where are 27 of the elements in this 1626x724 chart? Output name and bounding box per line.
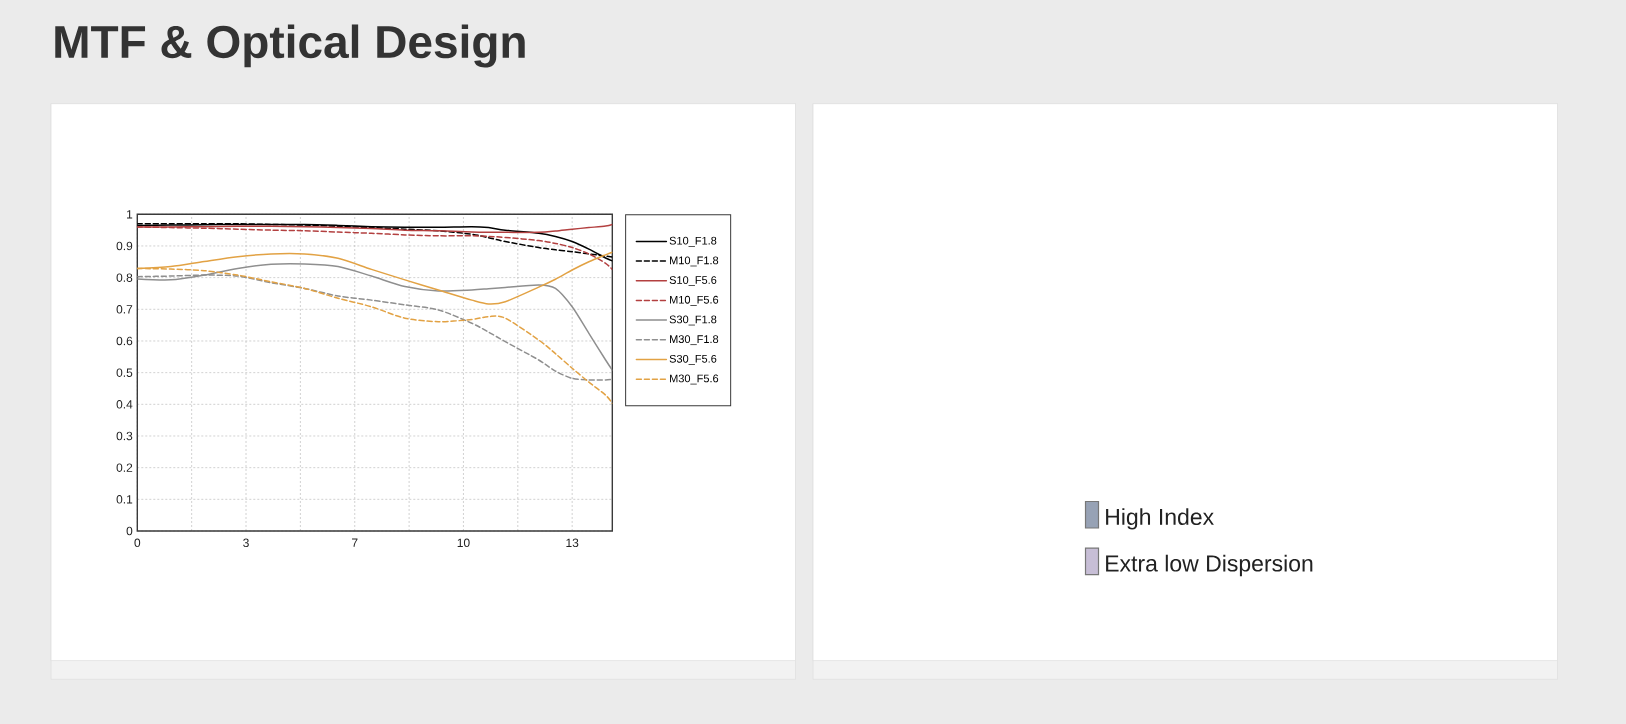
- x-tick-label: 7: [352, 538, 358, 547]
- chart-title: MTF & Optical Design: [55, 24, 525, 68]
- legend-label: M30_F1.8: [670, 335, 719, 346]
- legend-label: S30_F1.8: [669, 315, 717, 326]
- y-tick-label: 0.1: [116, 495, 133, 504]
- legend-label: S30_F5.6: [669, 354, 717, 365]
- legend-label: S10_F5.6: [669, 276, 717, 287]
- x-tick-label: 0: [134, 538, 141, 548]
- y-tick-label: 0.8: [116, 273, 133, 282]
- x-tick-label: 3: [243, 538, 249, 548]
- y-tick-label: 1: [127, 210, 133, 219]
- legend-label: M30_F5.6: [670, 374, 719, 385]
- category-label: High Index: [1106, 508, 1214, 530]
- y-tick-label: 0.9: [116, 241, 133, 251]
- x-tick-label: 13: [566, 538, 579, 548]
- y-tick-label: 0.2: [116, 463, 133, 472]
- y-tick-label: 0.5: [116, 368, 133, 377]
- y-tick-label: 0.4: [116, 400, 133, 409]
- y-tick-label: 0.3: [116, 431, 133, 441]
- y-tick-label: 0: [126, 526, 133, 536]
- x-tick-label: 10: [457, 538, 470, 548]
- legend-label: S10_F1.8: [669, 236, 717, 247]
- legend-label: M10_F5.6: [670, 295, 719, 306]
- category-label: Extra low Dispersion: [1106, 554, 1313, 577]
- legend-label: M10_F1.8: [670, 256, 719, 267]
- y-tick-label: 0.7: [116, 305, 133, 314]
- y-tick-label: 0.6: [116, 336, 133, 346]
